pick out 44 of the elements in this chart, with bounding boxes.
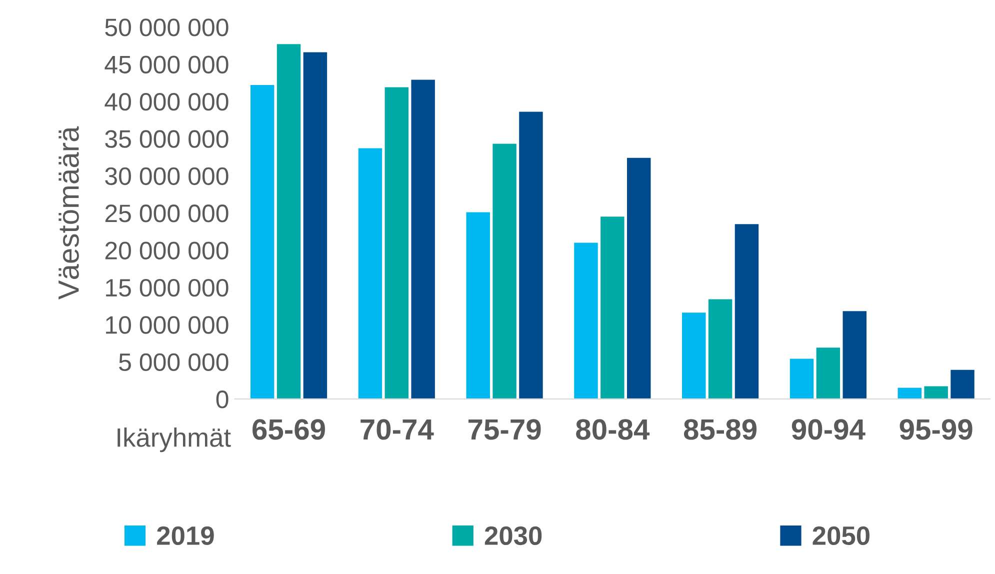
x-tick-label: 80-84 — [576, 419, 650, 440]
bar — [574, 242, 598, 399]
x-axis-title: Ikäryhmät — [118, 428, 231, 452]
y-tick-label: 30 000 000 — [105, 167, 228, 186]
legend-label: 2050 — [812, 526, 870, 546]
y-tick-label: 5 000 000 — [119, 353, 228, 372]
bar — [924, 386, 948, 399]
bar — [519, 112, 543, 399]
y-tick-label: 20 000 000 — [105, 242, 228, 260]
bar — [626, 158, 651, 399]
bar — [734, 224, 759, 399]
bar — [303, 52, 328, 399]
legend-label: 2019 — [157, 526, 214, 546]
x-tick-label: 95-99 — [900, 419, 972, 440]
y-tick-label: 15 000 000 — [106, 278, 228, 297]
y-tick-label: 0 — [216, 390, 228, 408]
bar — [358, 148, 382, 399]
bar — [816, 348, 840, 399]
x-tick-label: 90-94 — [792, 419, 866, 440]
bar — [950, 370, 974, 399]
x-tick-label: 75-79 — [468, 419, 541, 440]
bar — [411, 80, 435, 399]
bar — [790, 358, 814, 399]
x-tick-label: 65-69 — [252, 419, 325, 440]
x-tick-label: 70-74 — [360, 419, 434, 440]
x-tick-label: 85-89 — [684, 419, 757, 440]
bar — [600, 216, 624, 399]
bar — [276, 44, 301, 399]
bar — [250, 85, 274, 399]
bar — [708, 299, 732, 399]
bar — [898, 388, 922, 399]
bar — [466, 212, 490, 399]
y-tick-label: 10 000 000 — [106, 316, 228, 334]
y-tick-label: 40 000 000 — [104, 92, 228, 111]
y-axis-title: Väestömäärä — [58, 126, 79, 300]
bar — [682, 312, 706, 399]
y-tick-label: 35 000 000 — [105, 130, 228, 148]
y-tick-label: 25 000 000 — [105, 204, 228, 222]
y-tick-label: 45 000 000 — [104, 56, 228, 74]
bar — [842, 311, 866, 399]
y-tick-label: 50 000 000 — [105, 18, 228, 36]
bar — [492, 144, 516, 399]
legend-label: 2030 — [484, 526, 542, 546]
bar — [384, 87, 409, 399]
